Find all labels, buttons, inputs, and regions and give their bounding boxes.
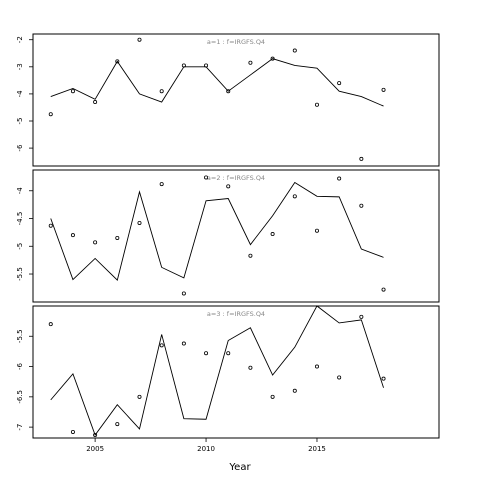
observation-point xyxy=(270,232,275,237)
observation-point xyxy=(181,63,186,68)
observation-point xyxy=(181,341,186,346)
observation-point xyxy=(314,364,319,369)
observation-point xyxy=(93,432,98,437)
observation-point xyxy=(48,223,53,228)
observation-point xyxy=(48,112,53,117)
observation-point xyxy=(248,60,253,65)
y-tick-label: -4 xyxy=(16,90,24,98)
panel-frame xyxy=(32,33,440,167)
panel-2: a=2 : f=IRGFS.Q4 -5.5 -5 -4.5 -4 xyxy=(16,169,440,303)
model-line xyxy=(50,305,384,436)
observation-point xyxy=(270,394,275,399)
observation-point xyxy=(337,176,342,181)
y-tick-label: -6.5 xyxy=(16,390,24,404)
observation-point xyxy=(226,89,231,94)
observation-point xyxy=(181,291,186,296)
observation-point xyxy=(314,102,319,107)
observation-point xyxy=(70,429,75,434)
observation-point xyxy=(115,422,120,427)
observation-point xyxy=(159,89,164,94)
observation-point xyxy=(248,253,253,258)
panel-title: a=2 : f=IRGFS.Q4 xyxy=(207,174,265,182)
observation-point xyxy=(381,87,386,92)
observation-point xyxy=(204,351,209,356)
observation-point xyxy=(381,287,386,292)
observation-point xyxy=(137,37,142,42)
x-axis: 2005 2010 2015 xyxy=(86,438,326,453)
y-tick-label: -2 xyxy=(16,36,24,43)
x-tick-label: 2015 xyxy=(308,445,326,453)
y-tick-label: -5.5 xyxy=(16,267,24,281)
observation-point xyxy=(93,100,98,105)
observation-point xyxy=(70,89,75,94)
observation-point xyxy=(93,240,98,245)
observation-point xyxy=(204,63,209,68)
model-line xyxy=(50,181,384,281)
observation-point xyxy=(314,228,319,233)
observation-point xyxy=(226,184,231,189)
observation-point xyxy=(226,351,231,356)
observation-point xyxy=(292,194,297,199)
observation-point xyxy=(292,48,297,53)
observation-point xyxy=(359,314,364,319)
x-tick-label: 2005 xyxy=(86,445,104,453)
observation-point xyxy=(292,388,297,393)
y-tick-label: -5.5 xyxy=(16,329,24,343)
panel-frame xyxy=(32,305,440,439)
observation-point xyxy=(115,235,120,240)
y-tick-label: -5 xyxy=(16,243,24,250)
y-tick-label: -7 xyxy=(16,424,24,431)
observation-point xyxy=(159,182,164,187)
observation-point xyxy=(204,175,209,180)
panel-title: a=3 : f=IRGFS.Q4 xyxy=(207,310,265,318)
observation-point xyxy=(337,375,342,380)
y-tick-label: -5 xyxy=(16,118,24,125)
observation-point xyxy=(70,233,75,238)
model-line xyxy=(50,58,384,107)
observation-point xyxy=(337,81,342,86)
panel-frame xyxy=(32,169,440,303)
panel-title: a=1 : f=IRGFS.Q4 xyxy=(207,38,265,46)
panel-1: a=1 : f=IRGFS.Q4 -6 -5 -4 -3 -2 xyxy=(16,33,440,167)
y-tick-label: -3 xyxy=(16,63,24,70)
observation-point xyxy=(159,343,164,348)
x-tick-label: 2010 xyxy=(197,445,215,453)
observation-point xyxy=(381,376,386,381)
x-axis-label: Year xyxy=(228,462,251,473)
y-tick-label: -6 xyxy=(16,144,24,152)
y-tick-label: -6 xyxy=(16,363,24,371)
y-tick-label: -4.5 xyxy=(16,212,24,226)
observation-point xyxy=(270,56,275,61)
observation-point xyxy=(137,220,142,225)
y-tick-label: -4 xyxy=(16,187,24,195)
observation-point xyxy=(115,59,120,64)
observation-point xyxy=(359,156,364,161)
observation-point xyxy=(359,203,364,208)
observation-point xyxy=(137,394,142,399)
panel-3: a=3 : f=IRGFS.Q4 -7 -6.5 -6 -5.5 xyxy=(16,305,440,439)
observation-point xyxy=(48,322,53,327)
observation-point xyxy=(248,365,253,370)
